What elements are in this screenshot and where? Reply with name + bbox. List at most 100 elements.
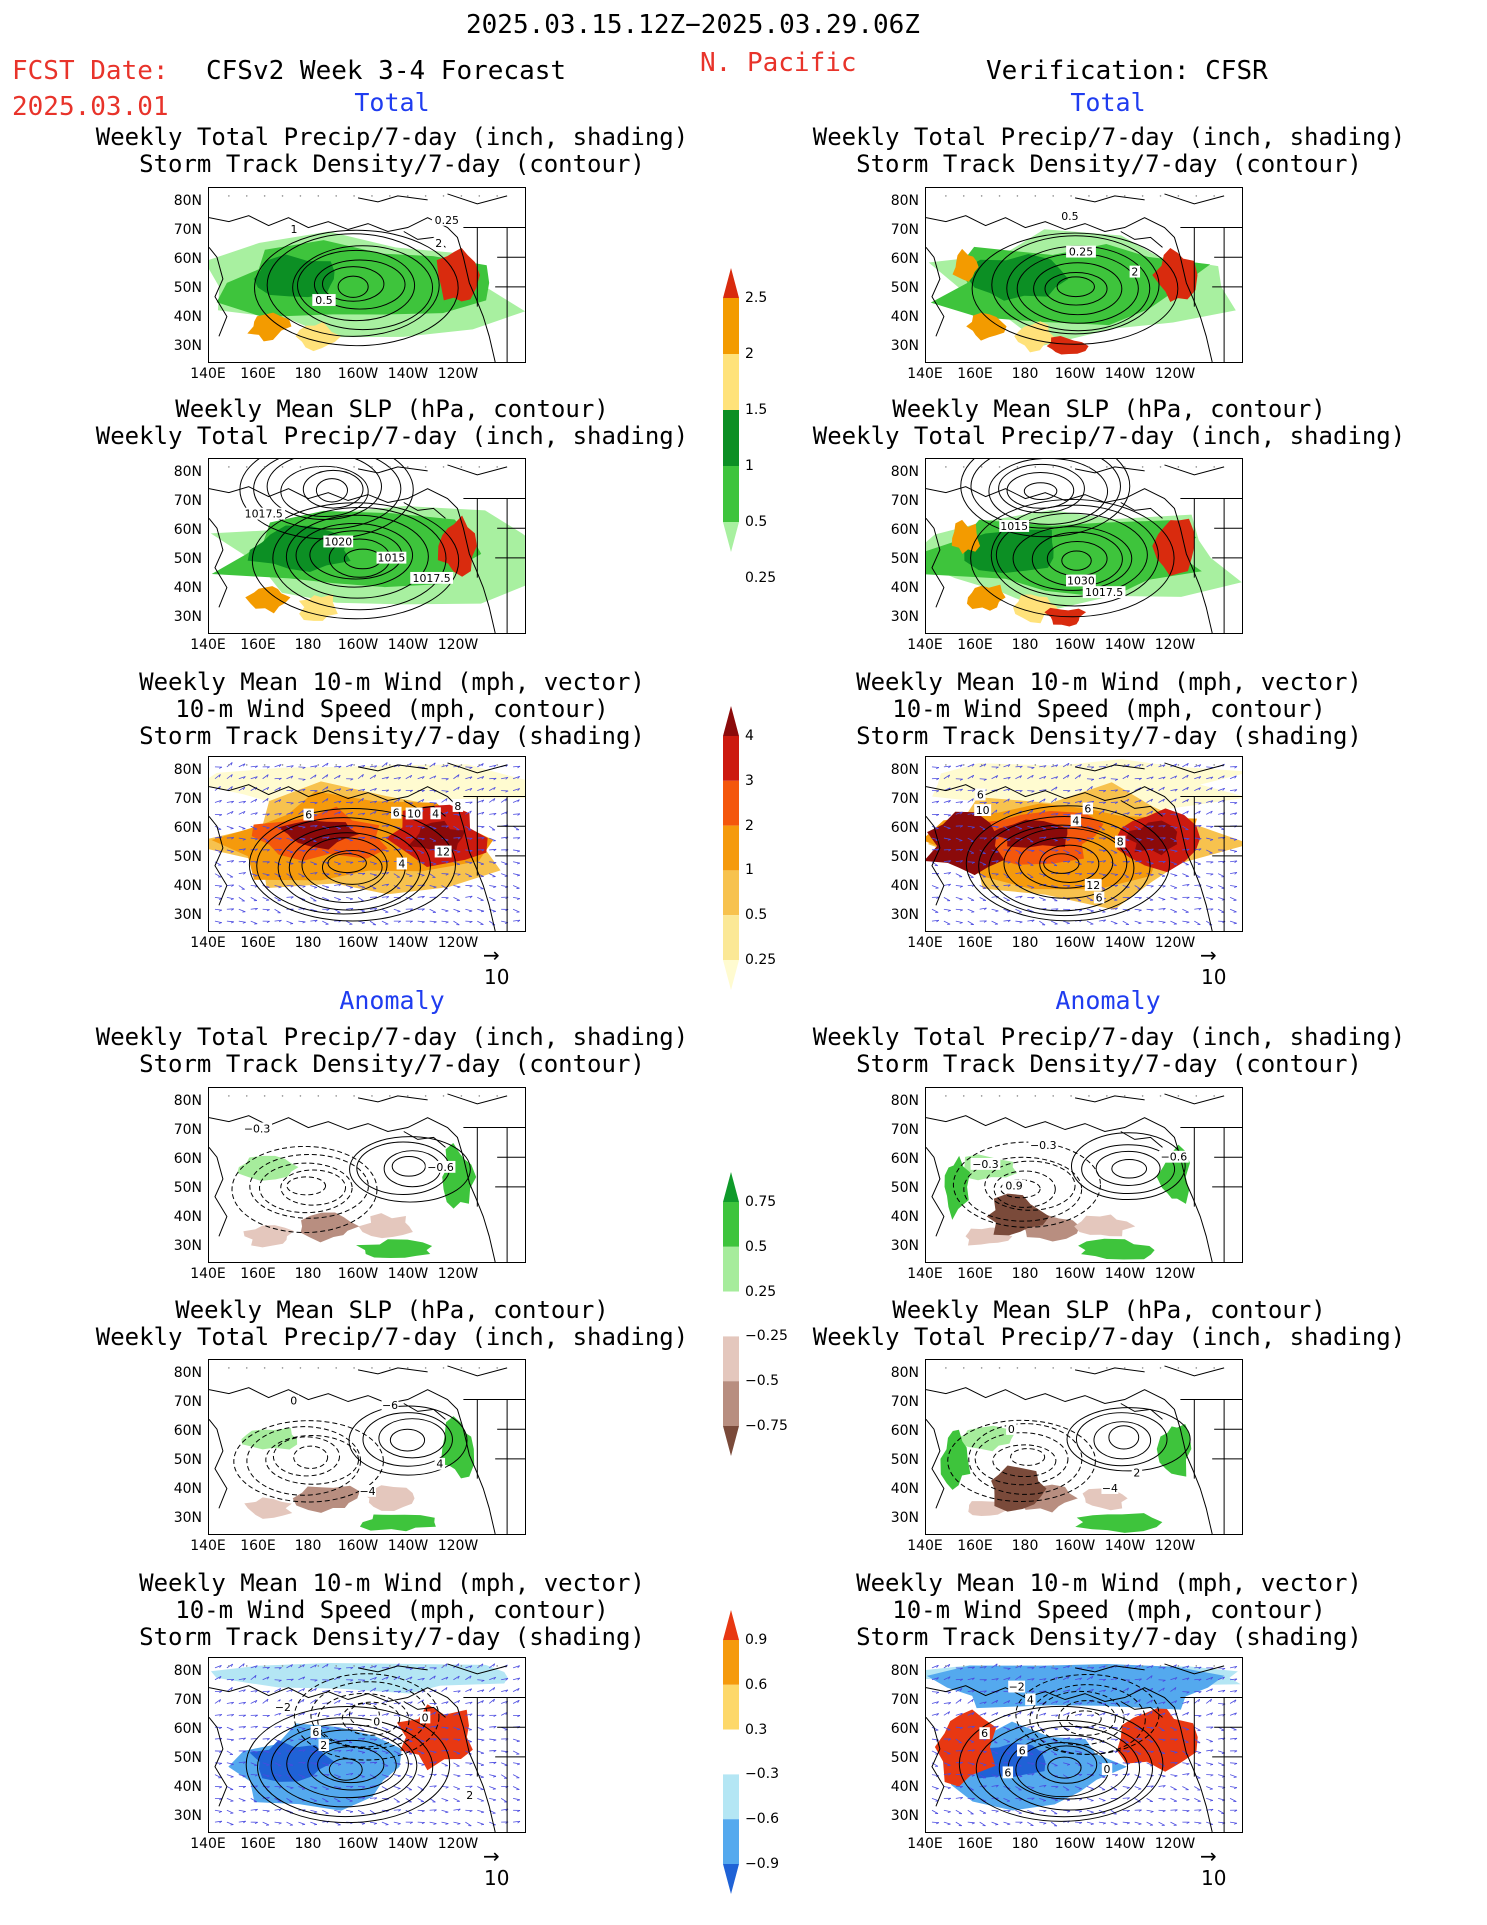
coastline	[926, 464, 1242, 633]
lat-tick-label: 50N	[890, 1750, 919, 1766]
contour-label: −4	[360, 1485, 376, 1498]
lon-tick-label: 140W	[1104, 1836, 1146, 1852]
lat-tick-label: 60N	[173, 1423, 202, 1439]
lon-tick-label: 140E	[907, 1266, 943, 1282]
contour-label-bg	[1101, 1763, 1113, 1776]
map-canvas: 4 10 12 8 6 6 4	[209, 762, 525, 931]
lat-tick-label: 30N	[890, 907, 919, 923]
contour-label-bg	[979, 1727, 990, 1740]
lon-tick-label: 120W	[1154, 366, 1196, 382]
lat-tick-label: 50N	[173, 551, 202, 567]
colorbar-swatch	[723, 1729, 739, 1775]
panel-title: Weekly Total Precip/7-day (inch, shading…	[95, 422, 689, 450]
panel-title: Storm Track Density/7-day (contour)	[139, 1050, 645, 1078]
colorbar-swatch	[723, 1246, 739, 1292]
shade-region	[237, 1155, 299, 1181]
lon-tick-label: 140W	[387, 935, 429, 951]
lon-tick-label: 180	[294, 1538, 322, 1554]
panel-title: Weekly Mean SLP (hPa, contour)	[892, 1296, 1326, 1324]
contour-label-bg	[974, 804, 992, 817]
colorbar-tick-label: 2	[745, 346, 754, 362]
contour-label-bg	[419, 1711, 431, 1724]
colorbar-swatch	[723, 410, 739, 466]
shade-region	[358, 1213, 413, 1239]
shade-region	[952, 248, 979, 282]
contour-label-bg	[359, 1484, 377, 1497]
lon-tick-label: 120W	[1154, 1538, 1196, 1554]
shade-region	[210, 1662, 508, 1694]
lat-tick-label: 70N	[173, 1394, 202, 1410]
shade-region	[964, 529, 1054, 574]
colorbar-tick-label: 1	[745, 862, 754, 879]
contour-label: 2	[435, 237, 442, 250]
panel-title: Weekly Total Precip/7-day (inch, shading…	[812, 123, 1406, 151]
lon-tick-label: 120W	[1154, 935, 1196, 951]
vector-ref-arrow: →	[483, 1844, 500, 1868]
contour-label: 1017.5	[1085, 586, 1123, 599]
wind-speed-contours	[965, 805, 1171, 922]
shade-region	[300, 1212, 360, 1243]
lon-tick-label: 180	[294, 637, 322, 653]
map-plot: 2 1 0.5 0.25	[208, 187, 526, 363]
lon-tick-label: 160W	[337, 637, 379, 653]
contour-label: 0.25	[435, 214, 459, 227]
contour-label: 10	[976, 804, 990, 817]
lat-tick-label: 30N	[173, 907, 202, 923]
colorbar-swatch	[723, 1336, 739, 1382]
colorbar-swatch	[723, 1774, 739, 1820]
negative-contours	[947, 1419, 1096, 1502]
fcst-date-value: 2025.03.01	[12, 92, 169, 122]
lon-tick-label: 120W	[437, 1836, 479, 1852]
contour-label-bg	[1066, 245, 1096, 258]
contour-label-bg	[1129, 265, 1141, 278]
wind-vectors	[214, 762, 521, 926]
shade-region	[1074, 1214, 1136, 1237]
lon-tick-label: 140W	[1104, 637, 1146, 653]
colorbar-swatch	[723, 1684, 739, 1730]
map-plot: 6 4 6 0 −2 6	[925, 1657, 1243, 1833]
colorbar-tick-label: 0.5	[745, 1238, 768, 1255]
contour-label: −2	[275, 1701, 291, 1714]
lon-tick-label: 180	[1011, 366, 1039, 382]
map-canvas: 1017.5 1020 1015 1017.5	[209, 459, 525, 633]
lon-tick-label: 140E	[190, 637, 226, 653]
lat-tick-label: 40N	[890, 878, 919, 894]
wind-speed-neg-contours	[293, 1673, 440, 1761]
contour-label: 0	[1008, 1423, 1015, 1436]
contour-label-bg	[975, 788, 986, 801]
contour-label-bg	[433, 237, 444, 250]
panel-title: 10-m Wind Speed (mph, contour)	[175, 1596, 609, 1624]
lon-tick-label: 120W	[437, 1538, 479, 1554]
contour-label: 6	[1084, 802, 1091, 815]
contour-label: −6	[382, 1399, 398, 1412]
map-canvas: −0.3 −0.6	[209, 1093, 525, 1262]
contour-label: −0.3	[244, 1122, 271, 1135]
contour-label-bg	[1017, 1744, 1028, 1757]
map-plot: 2 0 2 −2 6 0	[208, 1657, 526, 1833]
lat-tick-label: 60N	[890, 1423, 919, 1439]
colorbar-tick-label: 4	[745, 728, 754, 744]
contour-label-bg	[430, 807, 441, 820]
panel-title: Storm Track Density/7-day (contour)	[139, 150, 645, 178]
lat-tick-label: 60N	[173, 251, 202, 267]
lon-tick-label: 180	[294, 935, 322, 951]
shade-region	[359, 1514, 436, 1532]
colorbar-swatch	[723, 780, 739, 826]
contour-label-bg	[410, 571, 453, 584]
panel-title: Weekly Total Precip/7-day (inch, shading…	[95, 1323, 689, 1351]
shade-region	[940, 1429, 971, 1490]
slp-low-contours	[970, 498, 1175, 618]
contour-label: 1030	[1067, 574, 1095, 587]
contour-label: −0.3	[972, 1158, 999, 1171]
contour-label: 4	[1027, 1693, 1034, 1706]
lat-tick-label: 70N	[173, 791, 202, 807]
contour-label-bg	[434, 845, 452, 858]
contour-label: 0	[373, 1715, 380, 1728]
colorbar-swatch	[723, 298, 739, 354]
lon-tick-label: 160W	[337, 1836, 379, 1852]
shade-region	[1013, 594, 1058, 624]
lat-tick-label: 40N	[890, 1209, 919, 1225]
lat-tick-label: 30N	[173, 1238, 202, 1254]
lat-tick-label: 40N	[173, 878, 202, 894]
lat-tick-label: 40N	[173, 1481, 202, 1497]
